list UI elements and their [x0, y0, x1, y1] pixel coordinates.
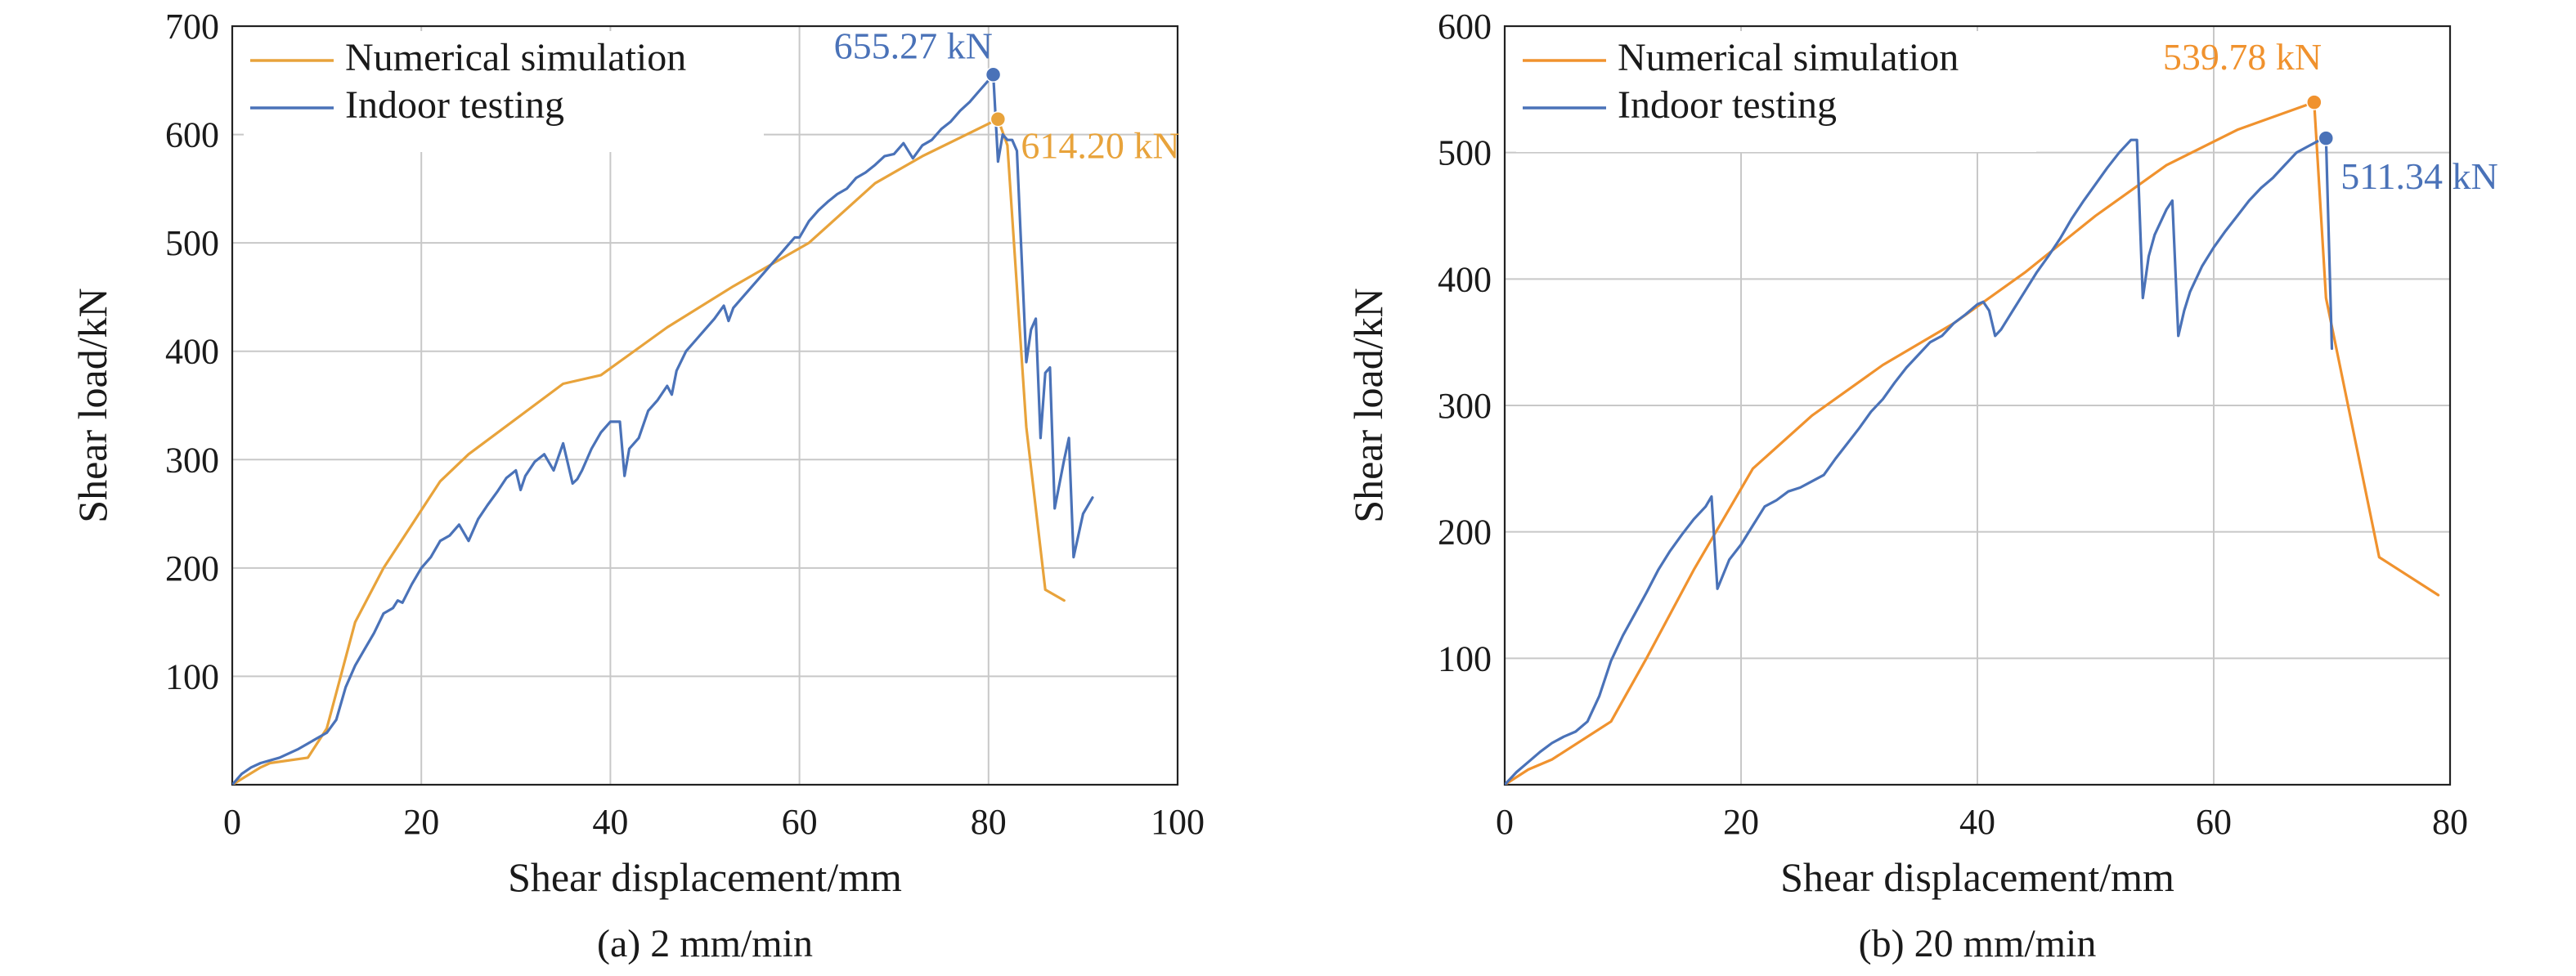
peak-marker — [985, 66, 1002, 83]
plot-frame — [231, 25, 1179, 786]
y-tick-label: 300 — [165, 440, 219, 480]
peak-label: 539.78 kN — [2163, 36, 2322, 78]
x-tick-label: 0 — [1496, 802, 1514, 842]
y-tick-label: 100 — [165, 656, 219, 696]
chart-caption: (a) 2 mm/min — [597, 922, 813, 965]
chart-b: 0 20 40 60 80 100 200 300 400 500 600 Shear displac… — [1345, 7, 2498, 965]
peak-label: 511.34 kN — [2340, 155, 2498, 197]
legend-box — [1516, 31, 2036, 152]
series-line-numerical-simulation — [232, 118, 1066, 785]
peak-marker — [990, 110, 1007, 128]
series-line-numerical-simulation — [1505, 101, 2440, 785]
y-tick-label: 700 — [165, 7, 219, 47]
y-axis-label: Shear load/kN — [1345, 288, 1391, 522]
x-axis-label: Shear displacement/mm — [508, 854, 902, 900]
y-axis-label: Shear load/kN — [70, 288, 115, 522]
y-tick-label: 600 — [1438, 7, 1492, 47]
x-tick-label: 100 — [1151, 802, 1205, 842]
legend-label: Numerical simulation — [345, 36, 686, 79]
x-axis-label: Shear displacement/mm — [1780, 854, 2174, 900]
y-tick-label: 600 — [165, 115, 219, 155]
y-tick-label: 400 — [165, 332, 219, 372]
peak-label: 655.27 kN — [834, 25, 993, 66]
x-tick-label: 40 — [592, 802, 628, 842]
y-tick-label: 300 — [1438, 386, 1492, 426]
legend-label: Indoor testing — [1618, 83, 1837, 127]
x-tick-label: 60 — [2196, 802, 2232, 842]
x-tick-label: 20 — [1723, 802, 1759, 842]
y-tick-label: 100 — [1438, 638, 1492, 678]
chart-caption: (b) 20 mm/min — [1859, 922, 2097, 965]
peak-label: 614.20 kN — [1021, 125, 1179, 167]
x-tick-label: 80 — [2432, 802, 2468, 842]
peak-marker — [2318, 130, 2335, 146]
y-tick-label: 200 — [165, 548, 219, 589]
x-tick-label: 80 — [971, 802, 1007, 842]
x-tick-label: 0 — [223, 802, 241, 842]
y-tick-label: 500 — [1438, 133, 1492, 173]
y-tick-label: 200 — [1438, 513, 1492, 553]
legend-label: Indoor testing — [345, 83, 564, 127]
x-tick-label: 40 — [1959, 802, 1995, 842]
y-tick-label: 500 — [165, 223, 219, 263]
x-tick-label: 20 — [403, 802, 439, 842]
peak-marker — [2306, 94, 2322, 110]
series-line-indoor-testing — [232, 73, 1094, 785]
chart-a: 0 20 40 60 80 100 100 200 300 400 500 600 700 Shear d… — [70, 7, 1205, 965]
y-tick-label: 400 — [1438, 259, 1492, 299]
legend-label: Numerical simulation — [1618, 36, 1959, 79]
series-line-indoor-testing — [1505, 137, 2334, 785]
plot-frame — [1503, 25, 2452, 786]
legend-box — [244, 31, 764, 152]
x-tick-label: 60 — [782, 802, 818, 842]
